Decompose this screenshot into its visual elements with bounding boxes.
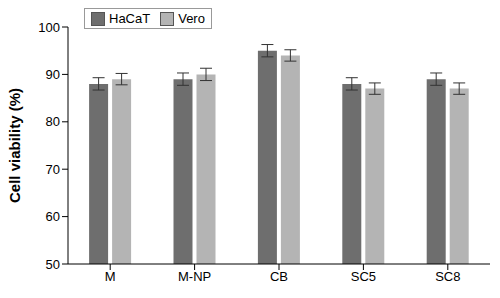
svg-text:60: 60 <box>46 209 60 224</box>
svg-text:50: 50 <box>46 257 60 272</box>
html-text:Vero: Vero <box>178 11 205 26</box>
svg-text:M: M <box>105 269 116 284</box>
svg-text:SC8: SC8 <box>435 269 460 284</box>
svg-text:CB: CB <box>270 269 288 284</box>
html-text:HaCaT: HaCaT <box>109 11 151 26</box>
svg-text:SC5: SC5 <box>351 269 376 284</box>
svg-text:70: 70 <box>46 162 60 177</box>
svg-text:80: 80 <box>46 114 60 129</box>
svg-text:90: 90 <box>46 67 60 82</box>
svg-text:M-NP: M-NP <box>178 269 211 284</box>
svg-text:Cell viability (%): Cell viability (%) <box>8 88 23 203</box>
svg-text:100: 100 <box>38 20 60 35</box>
